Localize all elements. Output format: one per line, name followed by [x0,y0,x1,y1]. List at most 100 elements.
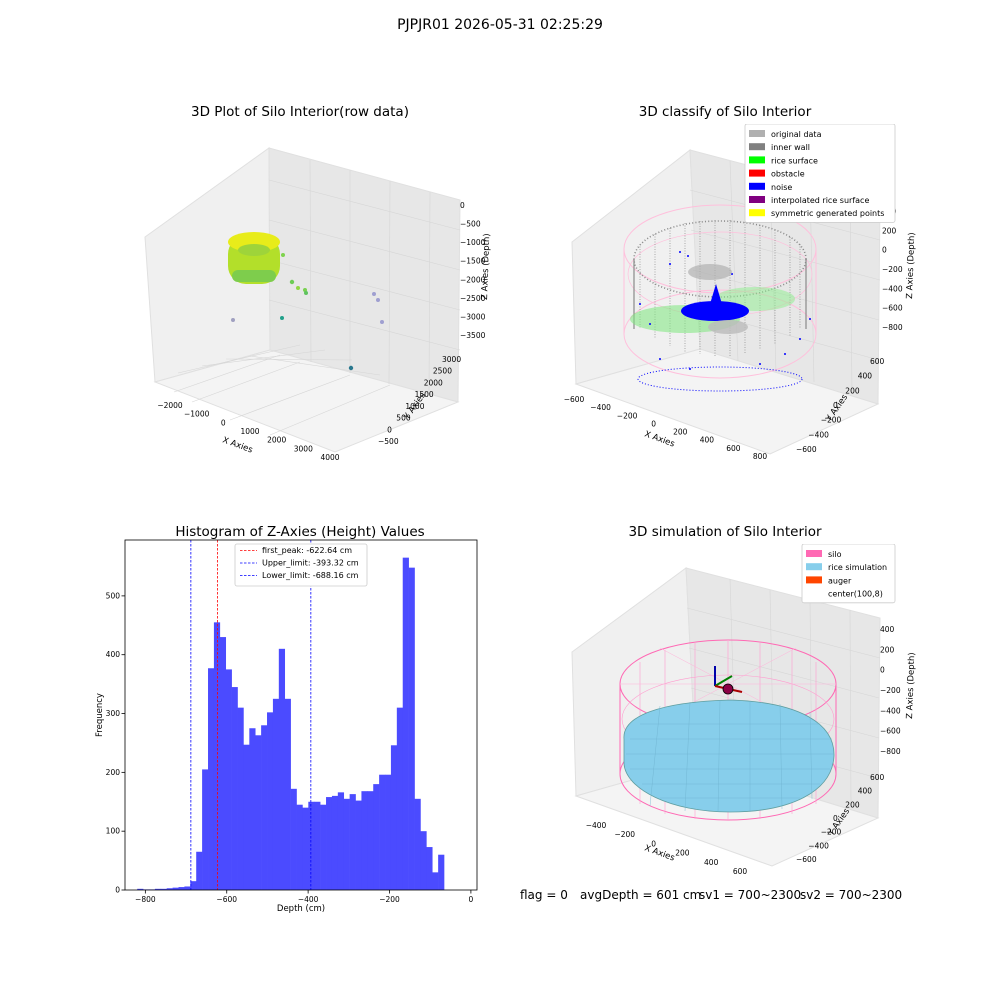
histogram-bar [225,669,232,890]
histogram-bar [402,557,409,890]
histogram-ylabel: Frequency [95,693,105,737]
classify-x-tick: 200 [673,428,688,437]
simulation-y-tick: −400 [808,841,829,850]
histogram-xtick-label: 0 [469,895,474,904]
simulation-xlabel: X Axies [643,843,676,863]
status-flag: flag = 0 [520,888,568,902]
classify-y-tick: 600 [870,357,885,366]
classify-legend-label: interpolated rice surface [771,196,869,205]
raw-x-tick: −1000 [184,410,210,419]
classify-legend-label: obstacle [771,170,805,179]
simulation-legend-swatch [806,563,822,571]
histogram-ytick-label: 400 [106,650,121,659]
histogram-legend: first_peak: -622.64 cm Upper_limit: -393.… [234,543,368,587]
classify-y-tick: −200 [821,416,842,425]
histogram-ytick-label: 500 [106,591,121,600]
classify-legend-swatch [749,143,765,151]
classify-y-tick: 200 [845,386,860,395]
simulation-x-tick: 200 [675,849,690,858]
classify-x-tick: −200 [617,411,638,420]
classify-y-tick: 400 [858,372,873,381]
raw-3d-plot: −2000−100001000200030004000−500050010001… [144,147,492,462]
classify-left-pane [571,149,701,385]
histogram-xtick-label: −200 [379,895,400,904]
simulation-z-tick: 200 [880,645,895,654]
histogram-bar [178,887,185,890]
raw-x-tick: 2000 [267,436,286,445]
histogram-bar [243,744,250,890]
classify-legend-swatch [749,209,765,217]
histogram-bar [284,698,291,890]
classify-legend-label: inner wall [771,143,810,152]
raw-z-tick: −3500 [460,331,486,340]
histogram-bar [237,707,244,890]
classify-legend-swatch [749,196,765,203]
histogram-legend-box [234,543,368,587]
histogram-bar [231,687,238,890]
classify-x-tick: −600 [564,395,585,404]
histogram-bar [343,798,350,890]
histogram-ytick-label: 100 [106,827,121,836]
raw-y-tick: 1500 [415,390,434,399]
histogram-ytick-label: 300 [106,709,121,718]
classify-z-tick: −400 [882,284,903,293]
histogram-bar [219,637,227,890]
simulation-z-tick: −400 [880,706,901,715]
rice-simulation-surface [623,699,835,813]
raw-z-tick: −1000 [460,238,486,247]
classify-legend-label: rice surface [771,156,818,165]
classify-point-cloud [623,204,817,392]
histogram-bar [326,797,333,890]
raw-y-tick: 3000 [442,355,461,364]
classify-z-tick: −800 [882,323,903,332]
histogram-bar [320,804,327,890]
histogram-frame [124,539,478,891]
histogram-bar [331,795,339,890]
raw-z-tick: −3000 [460,312,486,321]
histogram-bar [385,774,392,890]
histogram-bar [367,791,374,890]
simulation-zlabel: Z Axies (Depth) [905,652,917,719]
raw-x-tick: 4000 [320,453,339,462]
classify-legend: original data inner wall rice surface obsta… [744,124,896,223]
simulation-z-tick: −600 [880,727,901,736]
simulation-z-tick: 0 [880,666,885,675]
histogram-bar [196,851,203,890]
histogram-legend-label: Upper_limit: -393.32 cm [262,559,359,568]
status-sv2: sv2 = 700~2300 [800,888,903,902]
histogram-bar [278,648,286,890]
classify-y-tick: −400 [808,430,829,439]
simulation-z-tick: −200 [880,686,901,695]
classify-legend-label: noise [771,183,792,192]
classify-3d-plot: −600 −400 −200 0 200 400 600 800 −600 −400 −200 0 20… [564,124,917,461]
histogram-bar [160,888,168,890]
simulation-legend-label: silo [828,550,842,559]
simulation-y-tick: 400 [858,787,873,796]
histogram-bar [208,668,215,890]
raw-y-tick: 1000 [405,402,424,411]
histogram-bar [373,784,380,890]
classify-zlabel: Z Axies (Depth) [905,232,917,299]
histogram-bar [355,800,362,890]
status-avg-depth: avgDepth = 601 cm [580,888,702,902]
histogram-bar [184,886,191,890]
classify-z-tick: 200 [882,226,897,235]
histogram-bar [190,881,197,890]
histogram-bar [420,831,427,890]
figure-title: PJPJR01 2026-05-31 02:25:29 [397,17,603,33]
raw-z-tick: −2500 [460,294,486,303]
histogram-bar [272,698,280,890]
classify-plot-title: 3D classify of Silo Interior [638,104,812,120]
histogram-bar [390,745,398,890]
histogram-xtick-label: −800 [135,895,156,904]
classify-z-tick: −600 [882,304,903,313]
raw-xlabel: X Axies [221,435,254,455]
simulation-y-tick: 200 [845,800,860,809]
histogram-title: Histogram of Z-Axies (Height) Values [175,524,425,540]
histogram-bar [426,847,433,890]
simulation-y-tick: −200 [821,828,842,837]
raw-y-tick: 500 [396,414,411,423]
raw-y-tick: 2000 [424,378,443,387]
classify-y-tick: −600 [796,445,817,454]
classify-x-tick: 600 [726,444,741,453]
